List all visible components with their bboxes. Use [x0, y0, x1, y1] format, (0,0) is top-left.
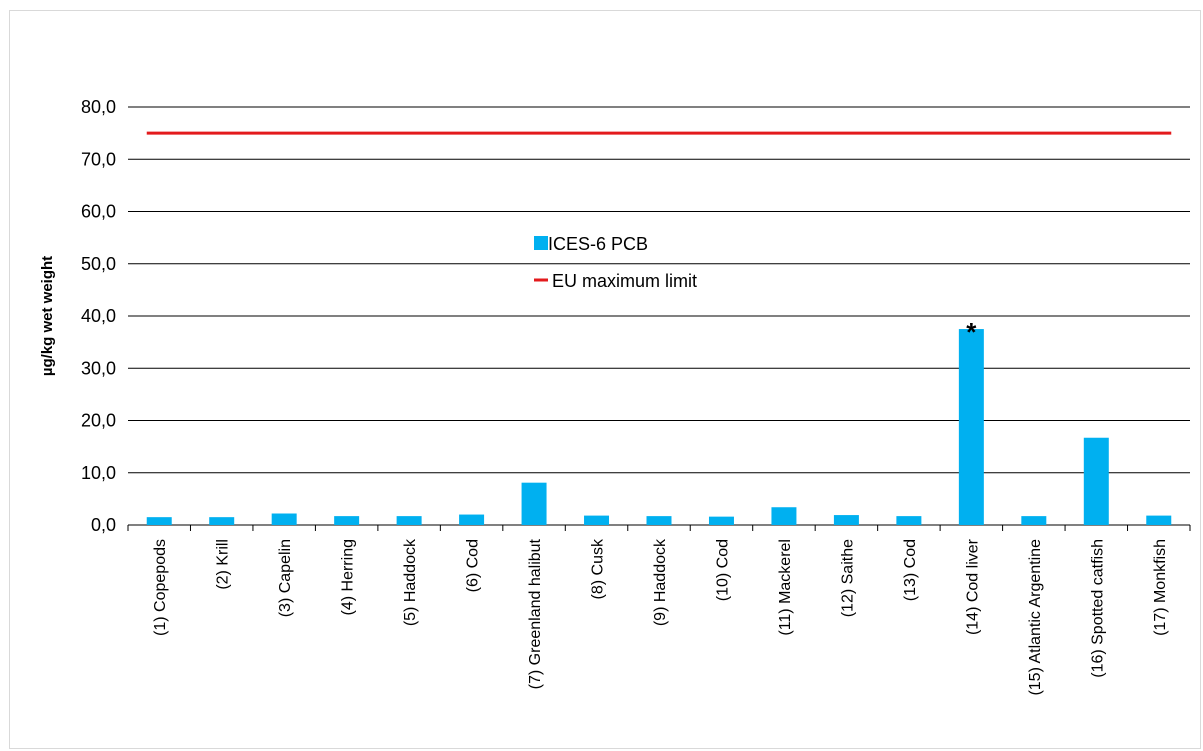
bar-14-cod-liver	[958, 329, 984, 525]
y-tick-label: 0,0	[91, 515, 116, 535]
bar-7-greenland-halibut	[521, 482, 547, 525]
bar-12-saithe	[833, 515, 859, 525]
y-tick-label: 20,0	[81, 411, 116, 431]
x-category-label: (12) Saithe	[839, 539, 856, 617]
bar-6-cod	[459, 514, 485, 525]
y-tick-label: 80,0	[81, 97, 116, 117]
legend-label-eu-limit: EU maximum limit	[552, 271, 697, 291]
bar-15-atlantic-argentine	[1021, 516, 1047, 525]
y-tick-label: 40,0	[81, 306, 116, 326]
x-category-label: (13) Cod	[902, 539, 919, 601]
y-tick-label: 10,0	[81, 463, 116, 483]
bar-5-haddock	[396, 516, 422, 525]
chart-frame: 0,0 10,0 20,0 30,0 40,0 50,0 60,0 70,0 80,0 (1) …	[9, 10, 1201, 749]
bar-9-haddock	[646, 516, 672, 525]
x-category-label: (7) Greenland halibut	[527, 538, 544, 689]
bar-17-monkfish	[1146, 515, 1172, 525]
bar-8-cusk	[584, 515, 610, 525]
x-category-label: (9) Haddock	[652, 538, 669, 626]
x-category-label: (6) Cod	[465, 539, 482, 592]
bar-4-herring	[334, 516, 360, 525]
x-category-label: (2) Krill	[215, 539, 232, 590]
bar-2-krill	[209, 517, 235, 525]
legend: ICES-6 PCB EU maximum limit	[534, 234, 697, 291]
bar-11-mackerel	[771, 507, 797, 525]
x-category-label: (15) Atlantic Argentine	[1027, 539, 1044, 696]
bar-13-cod	[896, 516, 922, 525]
bar-1-copepods	[146, 517, 172, 525]
y-tick-label: 60,0	[81, 202, 116, 222]
x-category-labels: (1) Copepods (2) Krill (3) Capelin (4) Herr…	[152, 538, 1169, 696]
legend-label-ices6-pcb: ICES-6 PCB	[548, 234, 648, 254]
bar-3-capelin	[271, 513, 297, 525]
legend-swatch-ices6-pcb	[534, 236, 548, 250]
x-category-label: (17) Monkfish	[1152, 539, 1169, 636]
bar-chart: 0,0 10,0 20,0 30,0 40,0 50,0 60,0 70,0 80,0 (1) …	[39, 97, 1191, 696]
x-category-label: (5) Haddock	[402, 538, 419, 626]
x-category-label: (4) Herring	[340, 539, 357, 615]
y-tick-label: 70,0	[81, 149, 116, 169]
x-category-label: (14) Cod liver	[964, 538, 981, 635]
y-tick-label: 30,0	[81, 358, 116, 378]
x-category-label: (16) Spotted catfish	[1089, 539, 1106, 678]
y-tick-labels: 0,0 10,0 20,0 30,0 40,0 50,0 60,0 70,0 80,0	[81, 97, 116, 535]
bar-16-spotted-catfish	[1083, 437, 1109, 525]
bar-10-cod	[708, 516, 734, 525]
annotation-asterisk: *	[966, 317, 977, 347]
x-category-label: (8) Cusk	[590, 538, 607, 599]
x-category-label: (3) Capelin	[277, 539, 294, 617]
gridlines	[127, 106, 1191, 531]
bars	[146, 329, 1172, 525]
x-category-label: (10) Cod	[714, 539, 731, 601]
y-tick-label: 50,0	[81, 254, 116, 274]
x-category-label: (11) Mackerel	[777, 539, 794, 636]
y-axis-label: µg/kg wet weight	[39, 256, 56, 376]
annotations: *	[966, 317, 977, 347]
x-category-label: (1) Copepods	[152, 539, 169, 636]
